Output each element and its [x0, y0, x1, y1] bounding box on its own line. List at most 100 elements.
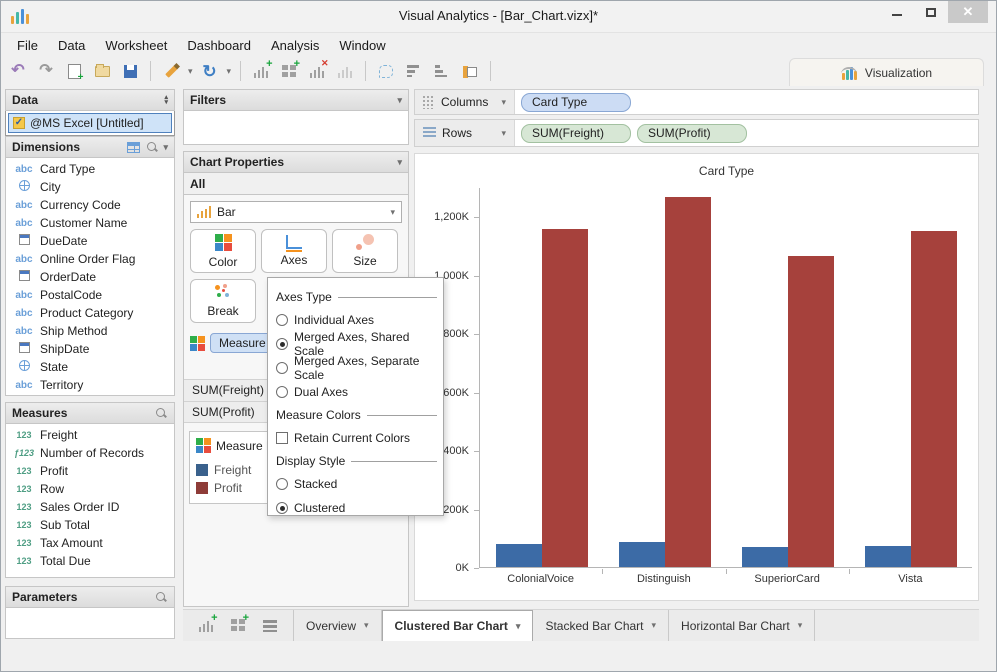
worksheet-list-icon[interactable] — [259, 615, 281, 637]
parameters-header[interactable]: Parameters — [5, 586, 175, 608]
dimension-item[interactable]: ShipDate — [6, 340, 174, 358]
dimension-item[interactable]: abc Product Category — [6, 304, 174, 322]
new-worksheet-icon[interactable] — [195, 612, 218, 637]
shelf-pill[interactable]: SUM(Freight) — [521, 123, 631, 143]
minimize-button[interactable] — [880, 1, 914, 23]
dimension-item[interactable]: OrderDate — [6, 268, 174, 286]
add-dashboard-icon[interactable] — [278, 58, 300, 82]
tab-horizontal-bar-chart[interactable]: Horizontal Bar Chart ▾ — [669, 610, 816, 641]
bar-freight[interactable] — [495, 544, 542, 567]
save-icon[interactable] — [119, 60, 141, 82]
parameters-search-icon[interactable] — [155, 591, 168, 604]
tab-caret-icon[interactable]: ▾ — [651, 620, 657, 630]
radio-icon[interactable] — [276, 338, 288, 350]
dimension-item[interactable]: abc Online Order Flag — [6, 250, 174, 268]
bar-profit[interactable] — [664, 197, 711, 567]
visualization-tab[interactable]: Visualization — [789, 58, 984, 86]
measure-item[interactable]: 123 Freight — [6, 426, 174, 444]
columns-shelf[interactable]: Columns ▾ Card Type — [414, 89, 979, 115]
sort-ascending-icon[interactable] — [403, 60, 425, 82]
chart-properties-header[interactable]: Chart Properties ▾ — [183, 151, 409, 173]
menu-item-data[interactable]: Data — [57, 37, 86, 53]
chart-type-select[interactable]: Bar ▾ — [190, 201, 402, 223]
redo-icon[interactable]: ↷ — [39, 62, 53, 79]
tab-overview[interactable]: Overview ▾ — [293, 610, 382, 641]
menu-item-worksheet[interactable]: Worksheet — [105, 37, 168, 53]
dimension-item[interactable]: abc Currency Code — [6, 196, 174, 214]
dimensions-search-icon[interactable] — [146, 141, 159, 154]
columns-caret-icon[interactable]: ▾ — [501, 96, 506, 107]
format-painter-caret-icon[interactable]: ▾ — [188, 65, 193, 76]
bar-profit[interactable] — [787, 255, 834, 567]
measure-item[interactable]: 123 Tax Amount — [6, 534, 174, 552]
dimension-item[interactable]: City — [6, 178, 174, 196]
popup-option-stacked[interactable]: Stacked — [276, 472, 437, 496]
dimension-item[interactable]: State — [6, 358, 174, 376]
filters-collapse-icon[interactable]: ▾ — [397, 95, 402, 105]
shelf-pill[interactable]: SUM(Profit) — [637, 123, 747, 143]
measure-item[interactable]: 123 Row — [6, 480, 174, 498]
popup-option-merged-axes-shared-scale[interactable]: Merged Axes, Shared Scale — [276, 330, 437, 358]
measure-item[interactable]: 123 Sub Total — [6, 516, 174, 534]
maximize-button[interactable] — [914, 1, 948, 23]
view-data-icon[interactable] — [127, 141, 141, 153]
bar-freight[interactable] — [864, 546, 911, 567]
format-painter-icon[interactable] — [160, 60, 182, 82]
delete-worksheet-icon[interactable] — [306, 58, 329, 82]
tab-caret-icon[interactable]: ▾ — [364, 620, 369, 630]
sort-updown-icon[interactable]: ▴ ▾ — [164, 94, 168, 106]
dimension-item[interactable]: abc Territory — [6, 376, 174, 394]
sort-descending-icon[interactable] — [431, 60, 453, 82]
measure-names-pill[interactable]: Measure — [210, 333, 275, 353]
dimensions-caret-icon[interactable]: ▾ — [163, 142, 168, 152]
tab-caret-icon[interactable]: ▾ — [515, 620, 521, 631]
bar-profit[interactable] — [910, 230, 957, 567]
axes-button[interactable]: Axes — [261, 229, 327, 273]
measure-item[interactable]: ƒ123 Number of Records — [6, 444, 174, 462]
measure-item[interactable]: 123 Total Due — [6, 552, 174, 570]
dimension-item[interactable]: abc Customer Name — [6, 214, 174, 232]
chart-plot-area[interactable] — [479, 188, 972, 568]
menu-item-dashboard[interactable]: Dashboard — [187, 37, 251, 53]
measures-search-icon[interactable] — [155, 407, 168, 420]
filters-shelf[interactable] — [183, 111, 409, 145]
close-button[interactable]: ✕ — [948, 1, 988, 23]
refresh-caret-icon[interactable]: ▾ — [226, 65, 232, 76]
break-button[interactable]: Break — [190, 279, 256, 323]
rows-shelf[interactable]: Rows ▾ SUM(Freight) SUM(Profit) — [414, 119, 979, 147]
add-worksheet-icon[interactable] — [250, 58, 273, 82]
rows-shelf-label[interactable]: Rows ▾ — [415, 120, 515, 146]
rows-caret-icon[interactable]: ▾ — [501, 127, 506, 138]
dimension-item[interactable]: abc PostalCode — [6, 286, 174, 304]
new-file-icon[interactable] — [63, 60, 85, 83]
size-button[interactable]: Size — [332, 229, 398, 273]
menu-item-analysis[interactable]: Analysis — [270, 37, 320, 53]
popup-option-individual-axes[interactable]: Individual Axes — [276, 308, 437, 332]
radio-icon[interactable] — [276, 502, 288, 514]
radio-icon[interactable] — [276, 362, 288, 374]
tab-caret-icon[interactable]: ▾ — [797, 620, 803, 630]
radio-icon[interactable] — [276, 386, 288, 398]
undo-icon[interactable]: ↶ — [11, 62, 25, 79]
measures-header[interactable]: Measures — [5, 402, 175, 424]
popup-option-clustered[interactable]: Clustered — [276, 496, 437, 520]
radio-icon[interactable] — [276, 314, 288, 326]
popup-option-merged-axes-separate-scale[interactable]: Merged Axes, Separate Scale — [276, 354, 437, 382]
checkbox-icon[interactable] — [276, 432, 288, 444]
chart-properties-collapse-icon[interactable]: ▾ — [397, 157, 402, 167]
new-dashboard-icon[interactable] — [227, 612, 249, 637]
dimension-item[interactable]: abc Card Type — [6, 160, 174, 178]
measure-item[interactable]: 123 Profit — [6, 462, 174, 480]
color-button[interactable]: Color — [190, 229, 256, 273]
tab-stacked-bar-chart[interactable]: Stacked Bar Chart ▾ — [533, 610, 670, 641]
columns-shelf-label[interactable]: Columns ▾ — [415, 90, 515, 114]
bar-freight[interactable] — [741, 547, 788, 567]
lasso-select-icon[interactable] — [375, 60, 397, 82]
open-file-icon[interactable] — [91, 60, 113, 82]
menu-item-window[interactable]: Window — [339, 37, 386, 53]
show-me-icon[interactable] — [459, 60, 481, 82]
data-panel-header[interactable]: Data ▴ ▾ — [5, 89, 175, 111]
popup-option-dual-axes[interactable]: Dual Axes — [276, 380, 437, 404]
dimensions-header[interactable]: Dimensions ▾ — [5, 136, 175, 158]
radio-icon[interactable] — [276, 478, 288, 490]
